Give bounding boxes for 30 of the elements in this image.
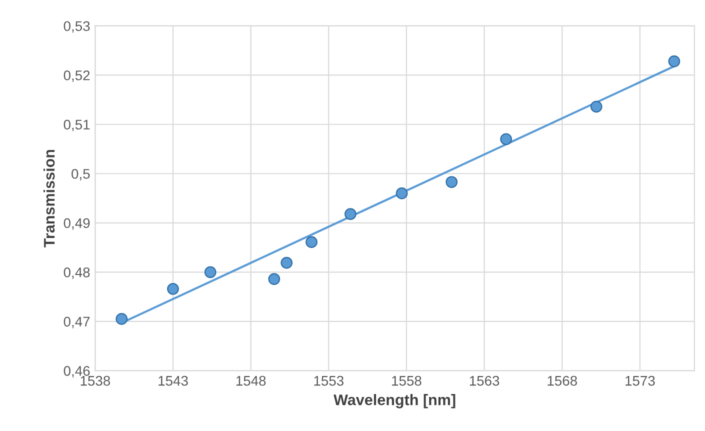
point — [204, 266, 216, 278]
y-tick-label: 0,46 — [64, 366, 90, 378]
point — [306, 236, 318, 248]
x-tick-label: 1543 — [158, 376, 188, 386]
point — [500, 133, 512, 146]
point — [344, 208, 356, 220]
point — [590, 100, 602, 113]
point — [167, 282, 179, 295]
y-tick-label: 0,5 — [72, 168, 90, 180]
point — [396, 187, 408, 200]
x-tick-label: 1563 — [470, 376, 500, 386]
y-tick-label: 0,49 — [64, 218, 90, 230]
y-tick-label: 0,47 — [64, 316, 90, 328]
x-tick-label: 1548 — [236, 376, 266, 386]
x-tick-label: 1553 — [314, 376, 344, 386]
point — [280, 256, 293, 269]
x-axis-title: Wavelength [nm] — [334, 394, 456, 408]
y-axis-title: Transmission — [43, 150, 55, 248]
x-tick-label: 1573 — [626, 376, 655, 386]
y-tick-label: 0,53 — [64, 21, 90, 33]
y-tick-label: 0,48 — [64, 267, 90, 279]
y-tick-label: 0,52 — [64, 70, 90, 82]
x-tick-label: 1568 — [548, 376, 577, 386]
point — [668, 55, 680, 68]
y-tick-label: 0,51 — [64, 120, 90, 132]
x-tick-label: 1538 — [80, 376, 110, 386]
point — [116, 313, 128, 325]
x-tick-label: 1558 — [392, 376, 422, 386]
point — [268, 273, 280, 285]
point — [446, 176, 458, 188]
